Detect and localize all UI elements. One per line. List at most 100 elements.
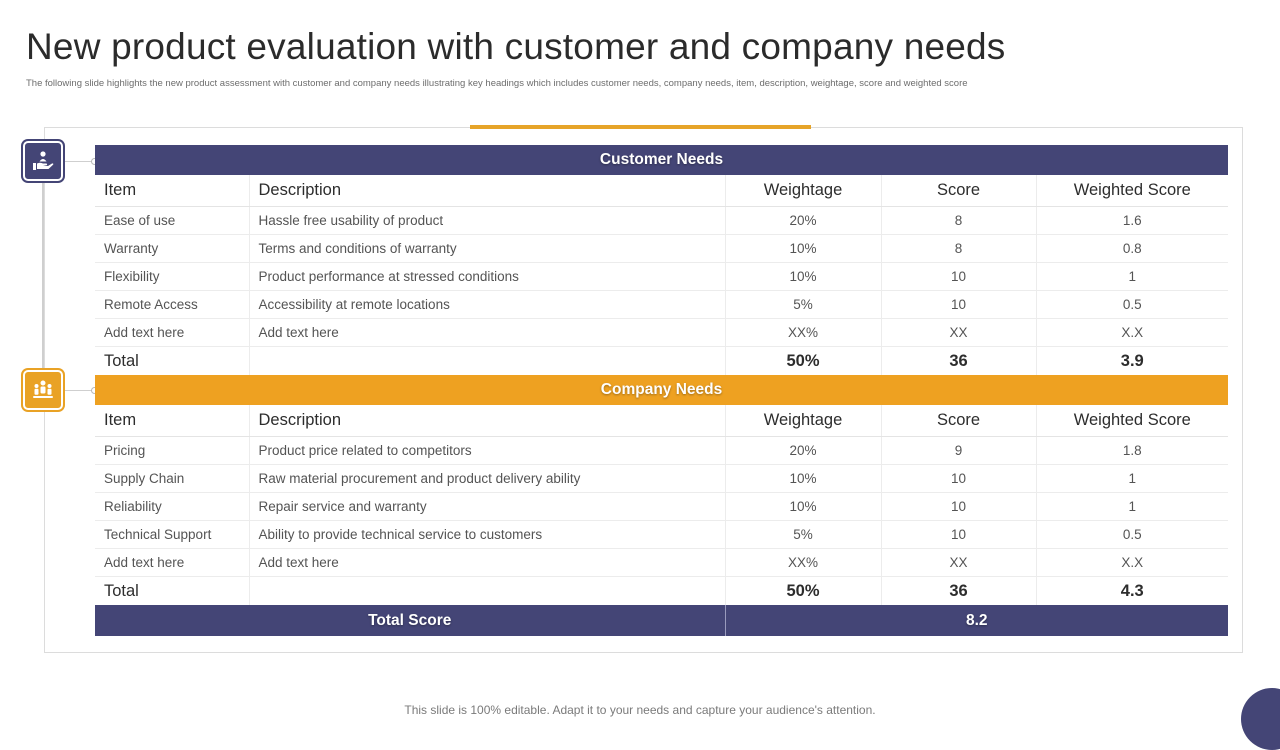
evaluation-table-body: Customer Needs Item Description Weightag… <box>95 145 1229 636</box>
weightage-cell: 10% <box>724 262 881 291</box>
item-cell: Remote Access <box>95 290 249 319</box>
total-label: Total <box>104 351 139 370</box>
table-row: Ease of use Hassle free usability of prod… <box>95 206 1229 235</box>
weighted-score-cell: 0.8 <box>1035 234 1229 263</box>
total-score: 36 <box>880 346 1036 375</box>
timeline-connector <box>42 183 44 369</box>
total-weighted-score: 3.9 <box>1035 346 1229 375</box>
column-header-item: Item <box>95 175 249 207</box>
customer-needs-heading: Customer Needs <box>95 145 1229 175</box>
corner-decoration <box>1241 688 1280 750</box>
item-cell: Ease of use <box>95 206 249 235</box>
description-cell: Ability to provide technical service to … <box>248 520 725 549</box>
weighted-score-cell: 1 <box>1035 464 1229 493</box>
page-title: New product evaluation with customer and… <box>26 26 1006 67</box>
table-row: Pricing Product price related to competit… <box>95 436 1229 465</box>
item-cell: Technical Support <box>95 520 249 549</box>
weighted-score-cell: 1.6 <box>1035 206 1229 235</box>
total-score: 36 <box>880 576 1036 605</box>
score-cell: 10 <box>880 464 1036 493</box>
weighted-score-cell: 0.5 <box>1035 290 1229 319</box>
evaluation-table-wrapper: Customer Needs Item Description Weightag… <box>95 145 1229 636</box>
total-score-label: Total Score <box>95 605 725 636</box>
score-cell: XX <box>880 548 1036 577</box>
weightage-cell: 10% <box>724 464 881 493</box>
description-cell: Raw material procurement and product del… <box>248 464 725 493</box>
column-header-weightage: Weightage <box>724 175 881 207</box>
weighted-score-cell: 1 <box>1035 492 1229 521</box>
item-cell: Supply Chain <box>95 464 249 493</box>
weighted-score-cell: X.X <box>1035 318 1229 347</box>
score-cell: 10 <box>880 492 1036 521</box>
total-weighted-score: 4.3 <box>1035 576 1229 605</box>
weightage-cell: 5% <box>724 290 881 319</box>
item-cell: Add text here <box>95 318 249 347</box>
total-score-value: 8.2 <box>724 605 1229 636</box>
customer-header-row: Item Description Weightage Score Weighte… <box>95 175 1229 207</box>
customer-needs-icon-box <box>23 141 63 181</box>
description-cell: Add text here <box>248 318 725 347</box>
table-row: Reliability Repair service and warranty 10… <box>95 492 1229 521</box>
table-row: Technical Support Ability to provide tech… <box>95 520 1229 549</box>
hand-with-person-icon <box>33 151 54 170</box>
weightage-cell: 10% <box>724 234 881 263</box>
total-description <box>248 576 725 605</box>
company-needs-banner: Company Needs <box>95 375 1229 405</box>
table-row: Add text here Add text here XX% XX X.X <box>95 548 1229 577</box>
company-needs-icon-box <box>23 370 63 410</box>
item-cell: Warranty <box>95 234 249 263</box>
description-cell: Add text here <box>248 548 725 577</box>
column-header-score: Score <box>880 175 1036 207</box>
column-header-description: Description <box>248 405 725 437</box>
weighted-score-cell: 0.5 <box>1035 520 1229 549</box>
customer-needs-banner: Customer Needs <box>95 145 1229 175</box>
item-cell: Add text here <box>95 548 249 577</box>
column-header-weightage: Weightage <box>724 405 881 437</box>
column-header-item: Item <box>95 405 249 437</box>
weightage-cell: 20% <box>724 436 881 465</box>
description-cell: Accessibility at remote locations <box>248 290 725 319</box>
description-cell: Product price related to competitors <box>248 436 725 465</box>
company-header-row: Item Description Weightage Score Weighte… <box>95 405 1229 437</box>
weightage-cell: XX% <box>724 548 881 577</box>
connector-line-customer <box>63 161 95 162</box>
evaluation-table: Customer Needs Item Description Weightag… <box>95 145 1229 636</box>
item-cell: Reliability <box>95 492 249 521</box>
table-row: Supply Chain Raw material procurement and… <box>95 464 1229 493</box>
description-cell: Terms and conditions of warranty <box>248 234 725 263</box>
score-cell: 8 <box>880 206 1036 235</box>
total-description <box>248 346 725 375</box>
total-label: Total <box>104 581 139 600</box>
column-header-weighted-score: Weighted Score <box>1035 175 1229 207</box>
item-cell: Pricing <box>95 436 249 465</box>
connector-line-company <box>63 390 95 391</box>
column-header-description: Description <box>248 175 725 207</box>
table-row: Add text here Add text here XX% XX X.X <box>95 318 1229 347</box>
total-weightage: 50% <box>724 346 881 375</box>
weighted-score-cell: 1.8 <box>1035 436 1229 465</box>
weightage-cell: XX% <box>724 318 881 347</box>
group-of-people-icon <box>33 380 53 398</box>
score-cell: 9 <box>880 436 1036 465</box>
total-score-row: Total Score 8.2 <box>95 605 1229 636</box>
item-cell: Flexibility <box>95 262 249 291</box>
score-cell: 10 <box>880 262 1036 291</box>
weighted-score-cell: 1 <box>1035 262 1229 291</box>
column-header-weighted-score: Weighted Score <box>1035 405 1229 437</box>
column-header-score: Score <box>880 405 1036 437</box>
company-total-row: Total 50% 36 4.3 <box>95 576 1229 605</box>
weightage-cell: 20% <box>724 206 881 235</box>
company-needs-heading: Company Needs <box>95 375 1229 405</box>
weighted-score-cell: X.X <box>1035 548 1229 577</box>
description-cell: Product performance at stressed conditio… <box>248 262 725 291</box>
page-subtitle: The following slide highlights the new p… <box>26 78 968 89</box>
footer-note: This slide is 100% editable. Adapt it to… <box>404 703 876 717</box>
table-row: Flexibility Product performance at stress… <box>95 262 1229 291</box>
table-row: Warranty Terms and conditions of warranty… <box>95 234 1229 263</box>
description-cell: Repair service and warranty <box>248 492 725 521</box>
table-row: Remote Access Accessibility at remote loc… <box>95 290 1229 319</box>
score-cell: 8 <box>880 234 1036 263</box>
score-cell: XX <box>880 318 1036 347</box>
top-accent-bar <box>470 125 811 129</box>
weightage-cell: 10% <box>724 492 881 521</box>
